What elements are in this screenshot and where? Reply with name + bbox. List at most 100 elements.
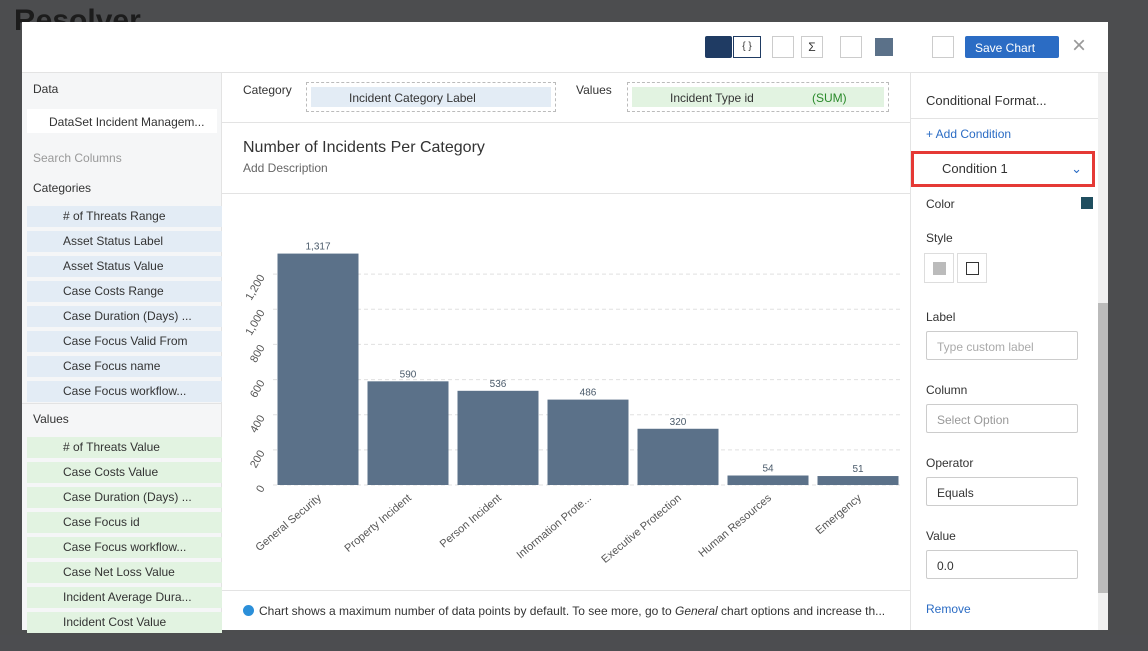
field-item[interactable]: Incident Cost Value [27,612,222,633]
value-label: 536 [490,379,507,390]
y-tick-label: 400 [248,413,268,435]
footer-note: Chart shows a maximum number of data poi… [243,604,885,618]
data-title: Data [33,82,59,96]
field-item[interactable]: Asset Status Value [27,256,222,277]
color-swatch[interactable] [1081,197,1093,209]
categories-title: Categories [33,181,92,195]
bar [547,399,629,485]
color-label: Color [926,197,955,211]
add-condition[interactable]: + Add Condition [926,127,1012,141]
field-item[interactable]: Case Focus workflow... [27,381,222,402]
right-panel: Conditional Format... + Add Condition Co… [910,73,1099,630]
section-title[interactable]: Conditional Format... [926,93,1047,108]
field-item[interactable]: # of Threats Value [27,437,222,458]
bar [277,253,359,485]
y-tick-label: 0 [254,484,267,495]
category-field[interactable]: Incident Category Label [311,87,551,107]
y-tick-label: 1,000 [243,308,267,338]
search-input[interactable]: Search Columns [33,151,122,165]
divider [22,72,1108,73]
field-item[interactable]: Case Focus name [27,356,222,377]
value-label: 54 [762,464,774,475]
x-tick-label: Information Prote... [515,492,594,561]
value-label: 486 [580,388,597,399]
values-label: Values [576,83,612,97]
fullscreen-button[interactable] [932,36,954,58]
field-item[interactable]: Case Focus Valid From [27,331,222,352]
value-label: 1,317 [305,242,330,253]
bar [727,475,809,485]
x-tick-label: Emergency [814,492,865,537]
divider [22,403,222,404]
value-input[interactable]: 0.0 [926,550,1078,579]
bar [367,381,449,485]
values-field-name: Incident Type id [670,91,754,105]
field-item[interactable]: Incident Average Dura... [27,587,222,608]
note-link: General [675,604,718,618]
label-input[interactable]: Type custom label [926,331,1078,360]
bar [637,428,719,485]
color-button[interactable] [875,38,893,56]
divider [222,193,910,194]
value-label: Value [926,529,956,543]
y-tick-label: 800 [248,343,268,365]
dataset[interactable]: DataSet Incident Managem... [27,109,217,133]
value-label: 51 [852,464,864,475]
condition-title: Condition 1 [942,161,1008,176]
bar [457,390,539,485]
field-item[interactable]: Asset Status Label [27,231,222,252]
value-label: 590 [400,369,417,380]
style-outline[interactable] [957,253,987,283]
note-start: Chart shows a maximum number of data poi… [259,604,675,618]
values-dropzone: Incident Type id (SUM) [627,82,889,112]
column-select[interactable]: Select Option [926,404,1078,433]
field-item[interactable]: Case Focus id [27,512,222,533]
close-button[interactable]: × [1072,32,1087,59]
condition-header[interactable]: Condition 1 ⌄ [911,151,1095,187]
field-item[interactable]: # of Threats Range [27,206,222,227]
x-tick-label: Executive Protection [599,492,684,566]
x-tick-label: Human Resources [696,492,774,560]
x-tick-label: Property Incident [343,492,414,555]
scrollbar[interactable] [1098,73,1108,630]
sum-button[interactable]: Σ [801,36,823,58]
y-tick-label: 200 [248,448,268,470]
chart-title: Number of Incidents Per Category [243,139,485,156]
category-label: Category [243,83,292,97]
field-item[interactable]: Case Duration (Days) ... [27,306,222,327]
y-tick-label: 600 [248,378,268,400]
remove-link[interactable]: Remove [926,602,971,616]
category-dropzone: Incident Category Label [306,82,556,112]
operator-label: Operator [926,456,974,470]
value-label: 320 [670,417,687,428]
save-button[interactable]: Save Chart [965,36,1059,58]
modal: { } Σ Save Chart × Data DataSet Incident… [22,22,1108,633]
column-label: Column [926,383,968,397]
style-label: Style [926,231,953,245]
field-item[interactable]: Case Costs Value [27,462,222,483]
field-item[interactable]: Case Costs Range [27,281,222,302]
field-item[interactable]: Case Duration (Days) ... [27,487,222,508]
bar [817,476,899,485]
field-item[interactable]: Case Focus workflow... [27,537,222,558]
y-tick-label: 1,200 [243,273,267,303]
label-label: Label [926,310,956,324]
style-filled[interactable] [924,253,954,283]
values-field[interactable]: Incident Type id (SUM) [632,87,884,107]
filter-button[interactable] [840,36,862,58]
values-title: Values [33,412,69,426]
aggregation: (SUM) [812,91,847,105]
note-end: chart options and increase th... [717,604,886,618]
divider [222,122,910,123]
tag-button[interactable] [705,36,732,58]
operator-select[interactable]: Equals [926,477,1078,506]
code-button[interactable]: { } [733,36,761,58]
divider [222,590,910,591]
icon-button[interactable] [772,36,794,58]
left-panel: Data DataSet Incident Managem... Search … [22,73,222,633]
field-item[interactable]: Case Net Loss Value [27,562,222,583]
x-tick-label: Person Incident [438,492,504,550]
x-tick-label: General Security [253,492,324,554]
chart-subtitle: Add Description [243,161,328,175]
